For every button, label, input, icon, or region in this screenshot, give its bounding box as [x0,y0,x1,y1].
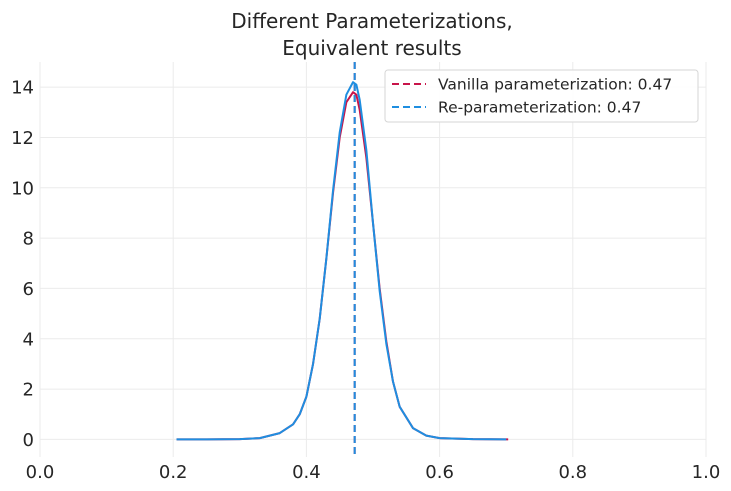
series-line-1 [176,81,507,441]
legend: Vanilla parameterization: 0.47 Re-parame… [384,69,699,123]
tick-labels: 0.0 0.2 0.4 0.6 0.8 1.0 0 2 4 6 8 10 12 14 [11,78,720,483]
x-tick-label: 0.4 [292,462,321,483]
x-tick-label: 0.2 [159,462,188,483]
legend-label-reparam: Re-parameterization: 0.47 [438,99,641,117]
x-tick-label: 1.0 [692,462,721,483]
series [176,81,509,441]
y-tick-label: 0 [23,430,34,451]
y-tick-label: 12 [11,128,34,149]
y-tick-label: 2 [23,380,34,401]
legend-label-vanilla: Vanilla parameterization: 0.47 [438,76,672,94]
chart-title-line-2: Equivalent results [282,36,461,60]
x-tick-label: 0.8 [558,462,587,483]
y-tick-label: 6 [23,279,34,300]
legend-box [384,69,699,123]
x-tick-label: 0.6 [425,462,454,483]
x-tick-label: 0.0 [26,462,55,483]
y-tick-label: 14 [11,78,34,99]
series-line-0 [176,91,509,441]
y-tick-label: 4 [23,329,34,350]
chart-title-line-1: Different Parameterizations, [231,9,512,33]
y-tick-label: 8 [23,229,34,250]
y-tick-label: 10 [11,178,34,199]
